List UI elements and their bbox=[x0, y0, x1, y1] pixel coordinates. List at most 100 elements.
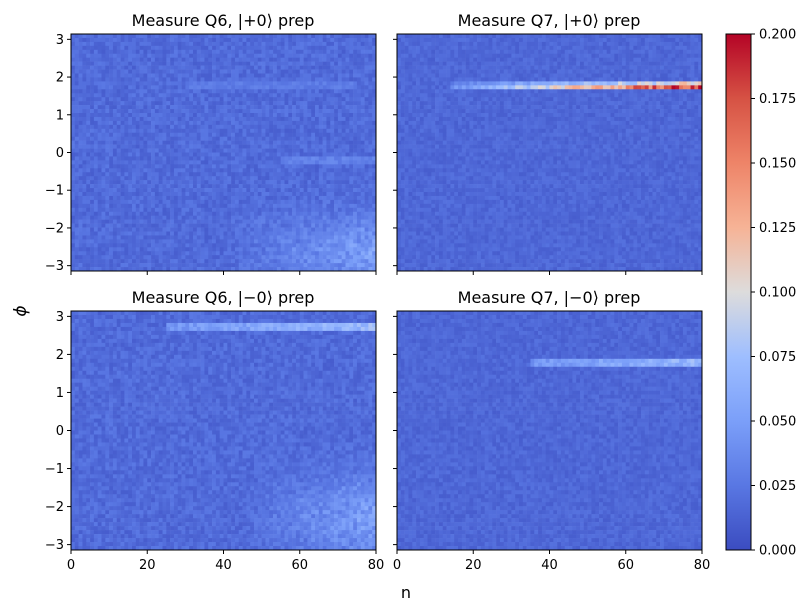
heatmap-cell bbox=[170, 168, 175, 173]
heatmap-cell bbox=[109, 49, 114, 55]
heatmap-cell bbox=[311, 101, 316, 106]
heatmap-cell bbox=[97, 188, 102, 193]
heatmap-cell bbox=[641, 34, 646, 39]
heatmap-cell bbox=[254, 109, 259, 114]
heatmap-cell bbox=[353, 156, 358, 161]
heatmap-cell bbox=[356, 152, 362, 157]
heatmap-cell bbox=[151, 140, 156, 145]
heatmap-cell bbox=[71, 215, 76, 220]
heatmap-cell bbox=[372, 132, 377, 137]
heatmap-cell bbox=[322, 195, 327, 201]
heatmap-cell bbox=[254, 152, 259, 157]
heatmap-cell bbox=[124, 184, 129, 189]
heatmap-cell bbox=[254, 45, 259, 51]
heatmap-cell bbox=[295, 195, 301, 201]
heatmap-cell bbox=[345, 45, 350, 51]
heatmap-cell bbox=[273, 113, 278, 118]
heatmap-cell bbox=[315, 148, 320, 153]
heatmap-cell bbox=[311, 211, 316, 216]
heatmap-cell bbox=[78, 235, 83, 240]
heatmap-cell bbox=[250, 140, 255, 145]
heatmap-cell bbox=[345, 235, 350, 240]
heatmap-cell bbox=[254, 203, 259, 209]
heatmap-cell bbox=[364, 188, 369, 193]
heatmap-cell bbox=[162, 160, 167, 165]
heatmap-cell bbox=[326, 251, 331, 256]
heatmap-cell bbox=[257, 235, 262, 240]
heatmap-cell bbox=[326, 109, 331, 114]
heatmap-cell bbox=[158, 160, 163, 165]
heatmap-cell bbox=[576, 34, 581, 39]
heatmap-cell bbox=[143, 156, 148, 161]
heatmap-cell bbox=[315, 199, 320, 205]
heatmap-cell bbox=[341, 184, 346, 189]
heatmap-cell bbox=[93, 180, 98, 185]
heatmap-cell bbox=[311, 255, 316, 260]
heatmap-cell bbox=[307, 247, 312, 252]
heatmap-cell bbox=[173, 152, 179, 157]
heatmap-cell bbox=[215, 239, 220, 244]
heatmap-cell bbox=[273, 263, 278, 268]
heatmap-cell bbox=[334, 156, 339, 161]
heatmap-cell bbox=[234, 195, 240, 201]
heatmap-cell bbox=[215, 116, 220, 122]
heatmap-cell bbox=[341, 255, 346, 260]
heatmap-cell bbox=[170, 49, 175, 55]
heatmap-cell bbox=[177, 45, 182, 51]
heatmap-cell bbox=[368, 223, 373, 228]
heatmap-cell bbox=[307, 37, 312, 43]
heatmap-cell bbox=[196, 148, 201, 153]
heatmap-cell bbox=[353, 109, 358, 114]
heatmap-cell bbox=[242, 73, 247, 78]
heatmap-cell bbox=[307, 160, 312, 165]
heatmap-cell bbox=[200, 188, 205, 193]
heatmap-cell bbox=[212, 259, 217, 264]
heatmap-cell bbox=[204, 101, 209, 106]
heatmap-cell bbox=[109, 152, 114, 157]
heatmap-cell bbox=[250, 156, 255, 161]
heatmap-cell bbox=[204, 140, 209, 145]
heatmap-cell bbox=[341, 136, 346, 141]
heatmap-cell bbox=[112, 176, 118, 181]
heatmap-cell bbox=[139, 89, 144, 94]
heatmap-cell bbox=[139, 69, 144, 74]
heatmap-cell bbox=[93, 81, 98, 86]
heatmap-cell bbox=[93, 109, 98, 114]
heatmap-cell bbox=[128, 176, 133, 181]
heatmap-cell bbox=[234, 235, 240, 240]
heatmap-cell bbox=[177, 267, 182, 272]
heatmap-cell bbox=[105, 172, 110, 177]
heatmap-cell bbox=[105, 41, 110, 47]
heatmap-cell bbox=[101, 101, 106, 106]
heatmap-cell bbox=[82, 73, 87, 78]
heatmap-cell bbox=[318, 255, 323, 260]
heatmap-cell bbox=[181, 140, 186, 145]
heatmap-cell bbox=[400, 41, 405, 47]
heatmap-cell bbox=[215, 247, 220, 252]
heatmap-cell bbox=[200, 136, 205, 141]
heatmap-cell bbox=[143, 136, 148, 141]
heatmap-cell bbox=[219, 223, 224, 228]
heatmap-cell bbox=[97, 132, 102, 137]
heatmap-cell bbox=[208, 113, 213, 118]
heatmap-cell bbox=[318, 215, 323, 220]
heatmap-cell bbox=[189, 259, 194, 264]
heatmap-cell bbox=[345, 120, 350, 126]
heatmap-cell bbox=[318, 93, 323, 98]
heatmap-cell bbox=[135, 89, 140, 94]
heatmap-cell bbox=[288, 140, 293, 145]
heatmap-cell bbox=[109, 34, 114, 39]
heatmap-cell bbox=[295, 199, 301, 205]
heatmap-cell bbox=[288, 188, 293, 193]
heatmap-cell bbox=[223, 251, 228, 256]
heatmap-cell bbox=[71, 140, 76, 145]
heatmap-cell bbox=[109, 109, 114, 114]
heatmap-cell bbox=[360, 207, 365, 213]
heatmap-cell bbox=[349, 172, 354, 177]
heatmap-cell bbox=[208, 211, 213, 216]
heatmap-cell bbox=[86, 41, 91, 47]
heatmap-cell bbox=[158, 140, 163, 145]
heatmap-cell bbox=[185, 207, 190, 213]
heatmap-cell bbox=[90, 136, 95, 141]
heatmap-cell bbox=[295, 128, 301, 134]
